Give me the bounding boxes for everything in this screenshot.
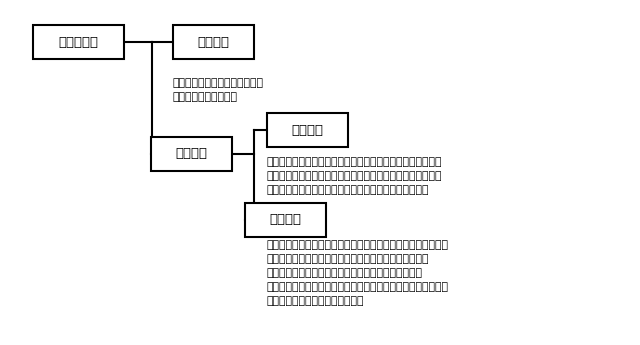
Text: 喘息の原因: 喘息の原因 (58, 36, 99, 49)
Bar (267, 113, 348, 147)
Bar (173, 26, 254, 59)
Text: 増悪因子: 増悪因子 (269, 213, 301, 226)
Bar (150, 137, 232, 171)
Text: アレルギー原因物質（アレルゲン）、呼吸器疾患への罹患、
屋内や屋外の大気汚染、受動・能動喫煙、寄生虫への感染、
食品や食品添加物の摂取、薬物（アスピリン喘息）な: アレルギー原因物質（アレルゲン）、呼吸器疾患への罹患、 屋内や屋外の大気汚染、受… (267, 157, 442, 195)
Bar (33, 26, 124, 59)
Bar (244, 203, 326, 237)
Text: 遺伝子素因、アレルギー素因、
気道過敏性、性差など: 遺伝子素因、アレルギー素因、 気道過敏性、性差など (173, 78, 264, 102)
Text: 固体因子: 固体因子 (197, 36, 229, 49)
Text: 環境因子: 環境因子 (175, 147, 207, 160)
Text: アレルギー原因物質（アレルゲン）、屋内や屋外の大気汚染、
呼吸器感染症への罹患による悪化、喫煙、気候の変化、
運動やそれに伴う過換気、食品や食品添加物の摂取、
: アレルギー原因物質（アレルゲン）、屋内や屋外の大気汚染、 呼吸器感染症への罹患に… (267, 240, 449, 306)
Text: 発病因子: 発病因子 (291, 124, 323, 137)
